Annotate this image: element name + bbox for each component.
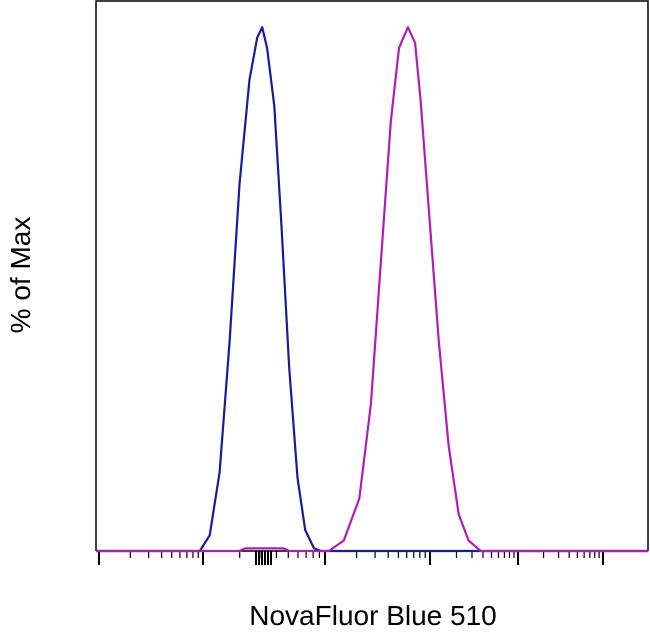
x-axis-label: NovaFluor Blue 510 [249,600,496,631]
y-axis-label: % of Max [5,217,36,334]
histogram-line [96,26,648,553]
histogram-line [96,26,648,553]
plot-frame [95,0,649,551]
